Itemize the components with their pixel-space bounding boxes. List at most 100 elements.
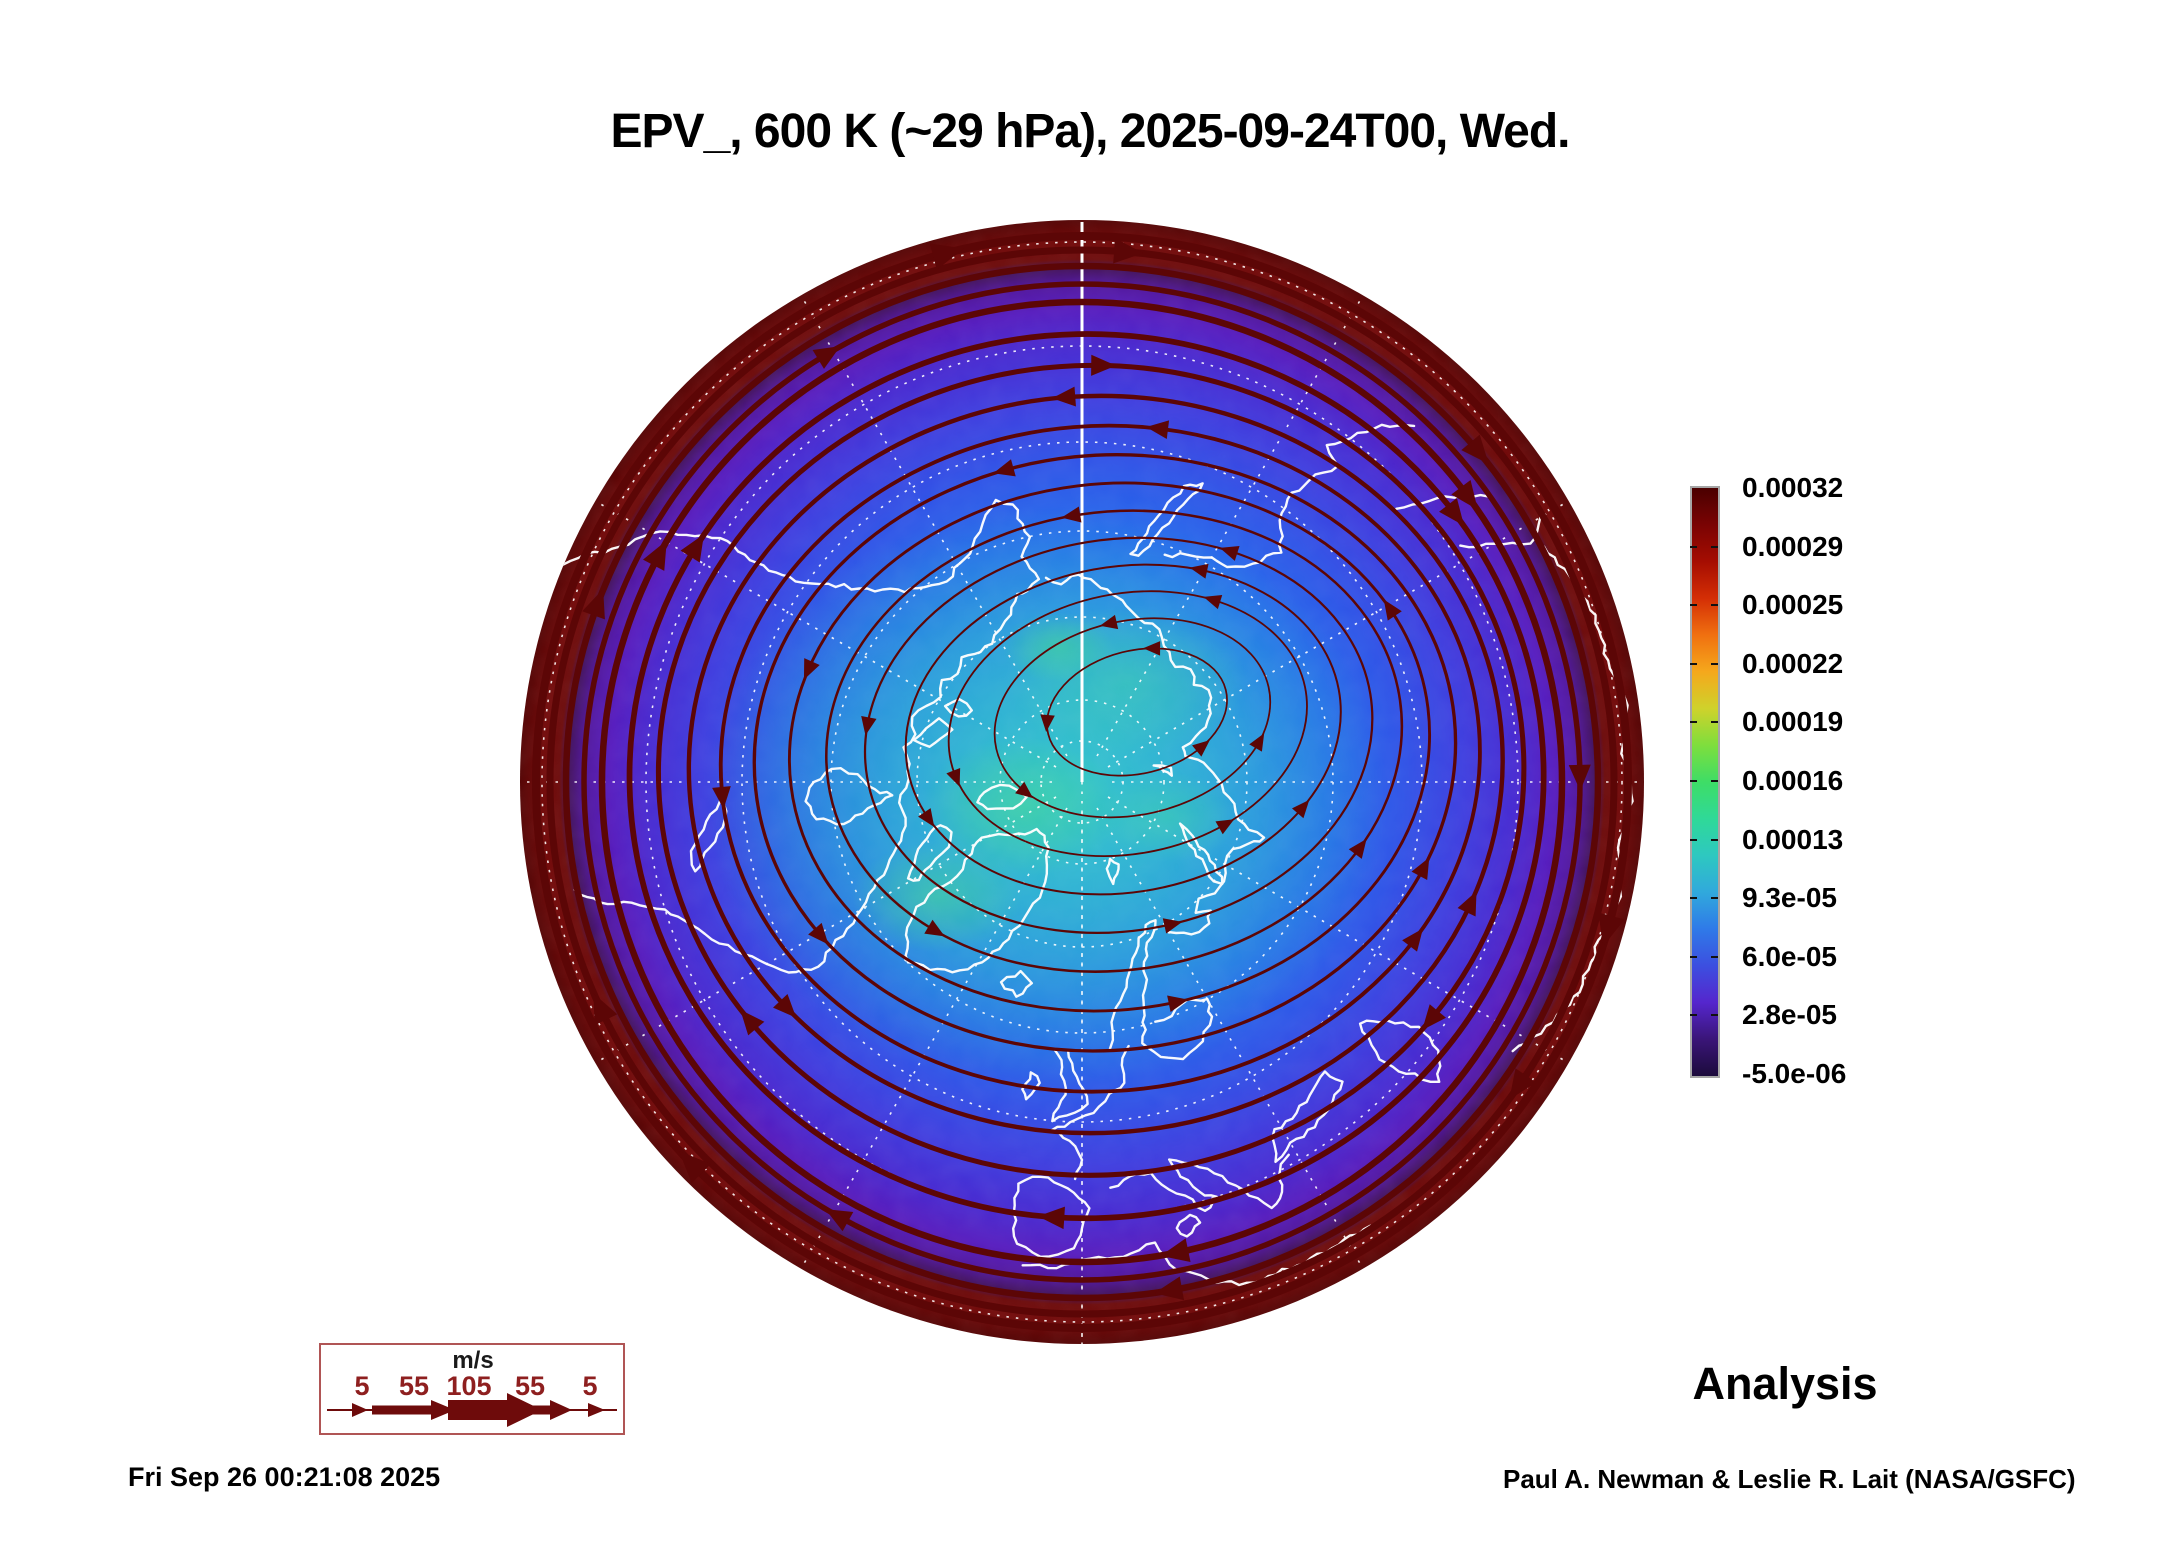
streamline-arrowhead: [1219, 545, 1240, 561]
streamline-ring: [863, 536, 1374, 934]
streamline-arrowhead: [1568, 764, 1591, 791]
streamline-arrowhead: [1015, 781, 1034, 799]
streamline-ring: [546, 246, 1618, 1318]
wind-tick-label: 55: [398, 1371, 430, 1401]
coastline-path: [1152, 764, 1173, 777]
streamline-arrowhead: [1411, 857, 1430, 881]
streamline-arrowhead: [929, 243, 964, 270]
streamline-arrowhead: [918, 808, 935, 827]
streamline-arrowhead: [808, 922, 829, 945]
colorbar-tick: [1711, 721, 1718, 724]
streamline-arrowhead: [773, 994, 797, 1018]
streamline-ring: [752, 453, 1458, 1053]
colorbar-tick: [1690, 780, 1697, 782]
wind-arrow-segment: [448, 1400, 512, 1420]
streamline-ring: [904, 563, 1342, 896]
figure-title: EPV_, 600 K (~29 hPa), 2025-09-24T00, We…: [610, 105, 1571, 158]
colorbar-tick: [1690, 838, 1697, 841]
coastline-path: [689, 793, 728, 873]
streamline-ring: [626, 331, 1547, 1222]
colorbar-tick-label: 0.00032: [1742, 472, 1844, 503]
streamline-arrowhead: [825, 1209, 854, 1232]
colorbar-tick: [1690, 604, 1697, 607]
streamline-arrowhead: [1052, 386, 1076, 407]
coastline-path: [573, 839, 903, 974]
streamline-arrowhead: [1249, 733, 1265, 752]
streamline-arrowhead: [993, 459, 1016, 477]
colorbar-tick-label: 0.00029: [1742, 530, 1844, 562]
streamline-ring: [787, 481, 1432, 1013]
colorbar-tick: [1690, 662, 1697, 665]
streamline-arrowhead: [1099, 614, 1119, 630]
streamline-arrowhead: [678, 1151, 711, 1183]
streamline-arrowhead: [1040, 714, 1055, 732]
streamline-arrowhead: [1192, 740, 1210, 757]
colorbar-tick-label: 0.00016: [1742, 765, 1844, 796]
wind-streamlines: [532, 232, 1632, 1332]
wind-arrow-segment: [512, 1405, 552, 1415]
wind-arrow-segment: [550, 1400, 572, 1420]
streamline-ring: [655, 362, 1527, 1178]
streamline-arrowhead: [1091, 354, 1116, 376]
streamline-arrowhead: [1348, 838, 1367, 859]
streamline-arrowhead: [1162, 918, 1183, 934]
colorbar-tick: [1690, 721, 1697, 724]
streamline-ring: [532, 232, 1632, 1332]
coastline-path: [1050, 1044, 1130, 1181]
coastline-path: [912, 717, 954, 748]
streamline-arrowhead: [1203, 594, 1223, 610]
credit-line: Paul A. Newman & Leslie R. Lait (NASA/GS…: [1503, 1464, 2076, 1494]
streamline-arrowhead: [1215, 819, 1235, 835]
streamline-ring: [598, 298, 1566, 1266]
streamline-arrowhead: [582, 588, 605, 620]
coastline-path: [906, 824, 953, 882]
streamline-arrowhead: [1143, 641, 1161, 656]
streamline-arrowhead: [1383, 599, 1402, 621]
coastline-path: [1358, 1019, 1442, 1083]
wind-arrow-segment: [352, 1403, 368, 1417]
streamline-arrowhead: [1457, 891, 1477, 917]
streamline-arrowhead: [1439, 498, 1465, 526]
streamline-ring: [947, 590, 1308, 858]
coastline-path: [1105, 857, 1120, 886]
colorbar-tick: [1711, 838, 1718, 841]
streamline-arrowhead: [740, 1009, 765, 1036]
colorbar-tick-label: 0.00025: [1742, 589, 1844, 621]
streamline-arrowhead: [1402, 928, 1423, 952]
coastline-path: [1021, 1071, 1041, 1101]
analysis-label: Analysis: [1692, 1358, 1878, 1409]
streamline-arrowhead: [1154, 1276, 1185, 1301]
streamline-arrowhead: [643, 540, 667, 571]
coastline-path: [1178, 822, 1224, 886]
streamline-arrowhead: [680, 534, 704, 563]
streamline-arrowhead: [924, 919, 945, 937]
streamline-arrowhead: [812, 346, 841, 369]
streamline-arrowhead: [1113, 238, 1144, 264]
streamline-arrowhead: [1291, 799, 1310, 819]
colorbar-tick-label: 0.00013: [1742, 823, 1844, 855]
colorbar-tick: [1711, 604, 1718, 607]
coastline-path: [904, 827, 1050, 974]
colorbar-tick: [1690, 955, 1697, 958]
coastline-path: [999, 969, 1033, 998]
colorbar-tick: [1711, 1014, 1718, 1017]
streamline-arrowhead: [803, 658, 820, 680]
wind-speed-legend: m/s 5 55 105 55 5: [319, 1343, 625, 1435]
coastline-path: [804, 767, 894, 826]
wind-tick-label: 5: [354, 1371, 370, 1401]
colorbar-tick: [1690, 897, 1697, 900]
colorbar-tick: [1711, 780, 1718, 782]
wind-unit-label: m/s: [452, 1347, 494, 1374]
colorbar-tick-label: 0.00019: [1742, 706, 1844, 738]
wind-scale-arrow: [327, 1393, 617, 1427]
coastline-path: [520, 498, 1041, 842]
streamline-arrowhead: [1146, 420, 1170, 440]
colorbar-tick: [1690, 545, 1697, 548]
colorbar-tick-label: -5.0e-06: [1742, 1058, 1847, 1089]
colorbar-tick: [1711, 545, 1718, 548]
streamline-arrowhead: [946, 767, 961, 787]
coastline-path: [1175, 1213, 1202, 1238]
coastline-path: [1163, 423, 1416, 569]
colorbar-tick-label: 9.3e-05: [1742, 882, 1837, 914]
coastline-path: [1129, 482, 1204, 557]
